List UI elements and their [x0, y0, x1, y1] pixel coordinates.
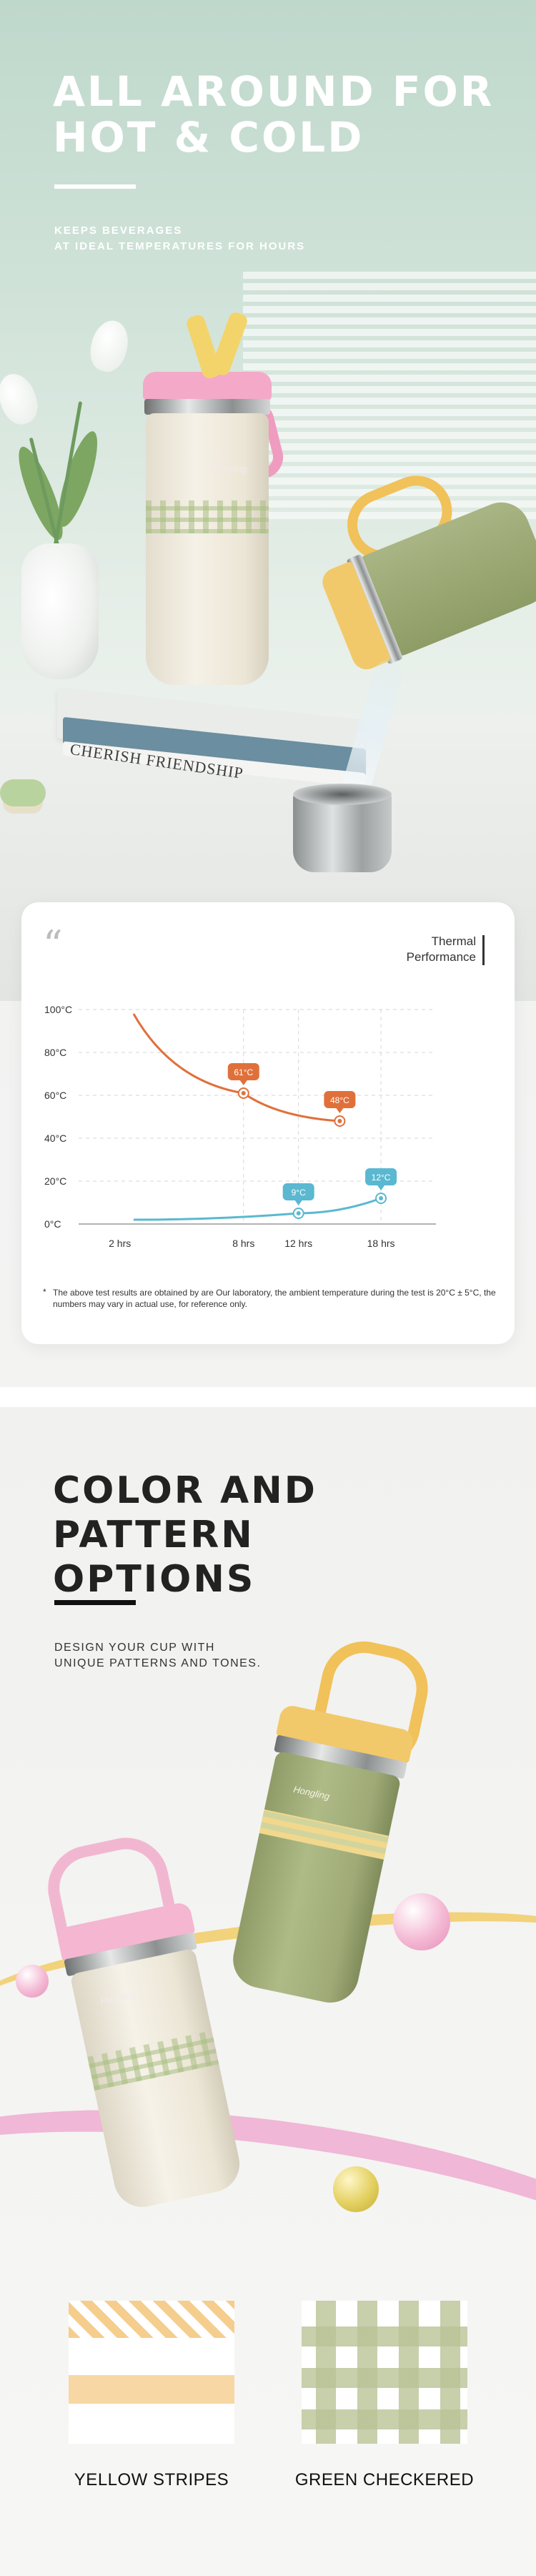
blind-slat — [243, 306, 536, 313]
option-label-yellow-stripes: YELLOW STRIPES — [74, 2470, 229, 2489]
data-label-bubble — [324, 1091, 356, 1108]
footnote-star: * — [43, 1287, 46, 1297]
tulip-flower — [86, 317, 133, 375]
blind-slat — [243, 272, 536, 279]
data-label-pointer — [294, 1200, 302, 1205]
data-label: 61°C — [234, 1067, 253, 1077]
blind-slat — [243, 340, 536, 347]
blind-slat — [243, 420, 536, 428]
hero-section: CHERISH FRIENDSHIP Hongling ALL AROUND F… — [0, 0, 536, 1401]
blind-slat — [243, 432, 536, 439]
data-label-bubble — [365, 1168, 397, 1185]
blind-slat — [243, 466, 536, 473]
data-label-pointer — [336, 1108, 344, 1113]
checkered-band — [146, 500, 269, 533]
card-title: Thermal Performance — [406, 934, 476, 964]
series-line — [133, 1197, 382, 1221]
option-label-green-checkered: GREEN CHECKERED — [294, 2470, 475, 2489]
y-tick-label: 20°C — [44, 1175, 66, 1187]
blind-slat — [243, 489, 536, 496]
color-title: COLOR AND PATTERN OPTIONS — [53, 1469, 317, 1601]
color-subtitle: DESIGN YOUR CUP WITH UNIQUE PATTERNS AND… — [54, 1642, 262, 1669]
y-tick-label: 0°C — [44, 1218, 61, 1230]
blind-slat — [243, 443, 536, 450]
x-tick-label: 18 hrs — [367, 1238, 395, 1249]
quote-mark-icon: “ — [43, 922, 63, 967]
blind-slat — [243, 283, 536, 290]
tumbler-steel-ring — [144, 399, 270, 415]
y-tick-label: 40°C — [44, 1132, 66, 1144]
window-blinds — [243, 272, 536, 529]
blind-slat — [243, 295, 536, 302]
blind-slat — [243, 352, 536, 359]
blind-slat — [243, 500, 536, 508]
hero-subtitle: KEEPS BEVERAGES AT IDEAL TEMPERATURES FO… — [54, 224, 306, 252]
x-tick-label: 2 hrs — [109, 1238, 131, 1249]
tumbler-body — [146, 413, 269, 685]
data-point-core — [337, 1119, 342, 1123]
footnote: The above test results are obtained by a… — [53, 1288, 496, 1309]
x-tick-label: 12 hrs — [284, 1238, 312, 1249]
yellow-sphere — [333, 2166, 379, 2212]
blind-slat — [243, 478, 536, 485]
yellow-stripes-swatch[interactable] — [69, 2301, 234, 2444]
blind-slat — [243, 512, 536, 519]
thermal-performance-card: “ Thermal Performance 100°C 80°C 60°C 40°C 2… — [21, 902, 515, 1344]
macaron — [0, 779, 46, 806]
tumbler-brand: Hongling — [210, 463, 247, 474]
color-divider — [54, 1600, 136, 1605]
cream-tumbler: Hongling — [143, 310, 288, 701]
data-point-core — [241, 1091, 246, 1095]
hero-title: ALL AROUND FOR HOT & COLD — [53, 67, 495, 162]
tulip-flower — [0, 368, 44, 430]
pink-sphere — [16, 1965, 49, 1998]
data-point-core — [379, 1196, 384, 1200]
blind-slat — [243, 375, 536, 382]
steel-cup — [293, 784, 392, 872]
blind-slat — [243, 409, 536, 416]
pink-sphere — [393, 1893, 450, 1950]
hero-divider — [54, 184, 136, 189]
blind-slat — [243, 363, 536, 370]
green-checkered-swatch[interactable] — [302, 2301, 467, 2444]
data-label-pointer — [377, 1185, 385, 1190]
section-gap — [0, 1387, 536, 1408]
color-options-section: COLOR AND PATTERN OPTIONS DESIGN YOUR CU… — [0, 1407, 536, 2576]
data-label-bubble — [282, 1183, 314, 1200]
data-label-bubble — [227, 1063, 259, 1080]
data-label: 9°C — [292, 1188, 306, 1198]
x-tick-label: 8 hrs — [232, 1238, 254, 1249]
data-label: 48°C — [330, 1095, 349, 1105]
data-label-pointer — [239, 1080, 247, 1085]
y-tick-label: 80°C — [44, 1047, 66, 1058]
blind-slat — [243, 329, 536, 336]
thermal-chart: 100°C 80°C 60°C 40°C 20°C 0°C 2 hrs 8 hrs 12 hrs… — [44, 1004, 436, 1249]
card-title-bar — [482, 935, 485, 965]
y-tick-label: 60°C — [44, 1090, 66, 1101]
data-point-core — [296, 1211, 301, 1215]
blind-slat — [243, 386, 536, 393]
blind-slat — [243, 455, 536, 462]
blind-slat — [243, 317, 536, 325]
blind-slat — [243, 398, 536, 405]
vase — [21, 543, 99, 679]
y-tick-label: 100°C — [44, 1004, 72, 1015]
data-label: 12°C — [372, 1173, 391, 1183]
